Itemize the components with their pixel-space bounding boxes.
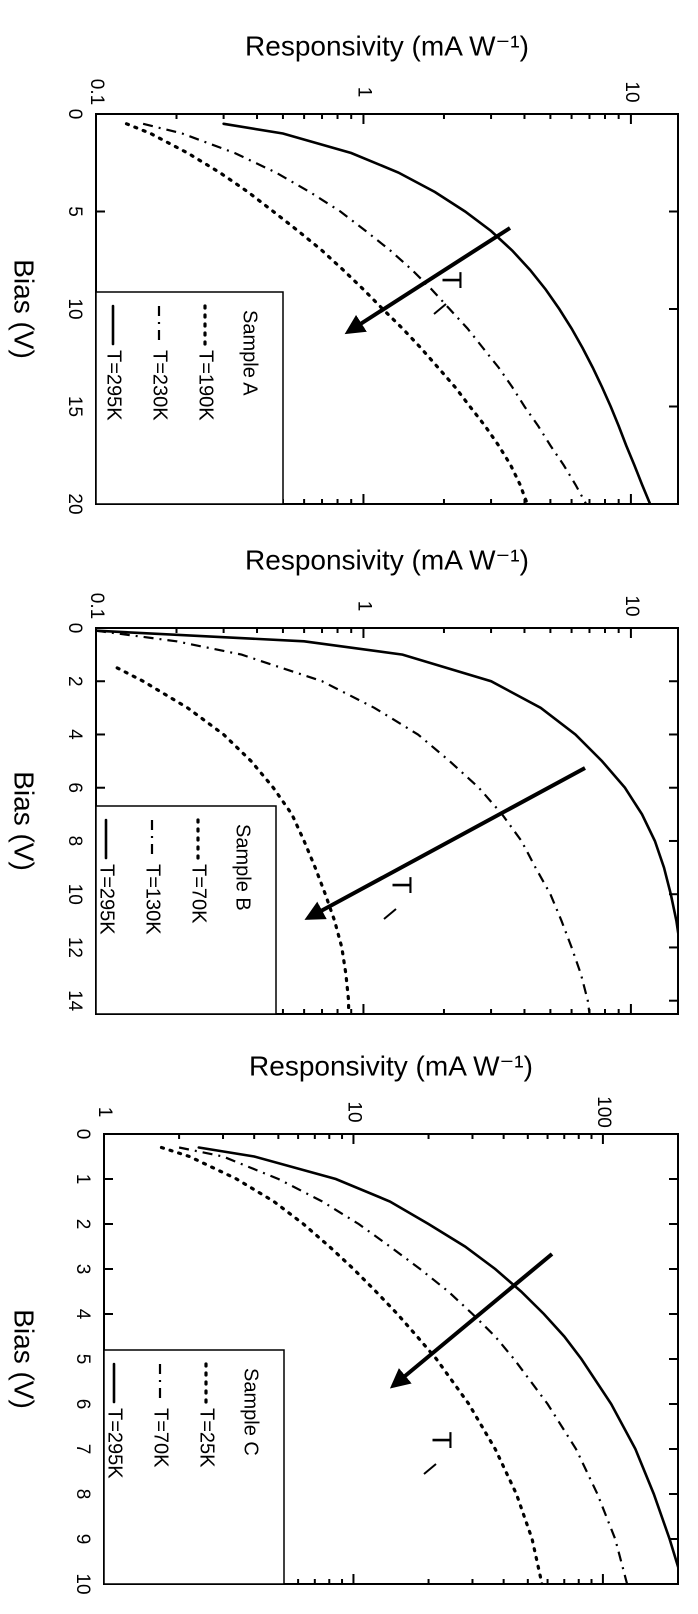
- legend-title: Sample A: [239, 310, 261, 396]
- legend-title: Sample B: [232, 824, 254, 911]
- series-line-t-295k: [197, 1146, 678, 1572]
- responsivity-tick-label: 1: [353, 601, 374, 612]
- bias-tick-label: 15: [64, 396, 85, 417]
- series-line-t-295k: [96, 629, 678, 941]
- legend-entry: T=25K: [196, 1408, 218, 1468]
- legend-box: [103, 1349, 285, 1585]
- legend-entry: T=295K: [104, 1408, 126, 1479]
- responsivity-tick-label: 10: [621, 595, 642, 616]
- bias-tick-label: 20: [64, 493, 85, 514]
- temperature-decrease-mark: [423, 1463, 437, 1475]
- bias-tick-label: 8: [72, 1489, 93, 1500]
- bias-tick-label: 5: [72, 1354, 93, 1365]
- bias-tick-label: 0: [64, 109, 85, 120]
- bias-tick-label: 7: [72, 1444, 93, 1455]
- temperature-label: T: [387, 876, 418, 893]
- bias-tick-label: 14: [64, 990, 85, 1012]
- legend-title: Sample C: [240, 1368, 262, 1456]
- legend-entry: T=230K: [149, 350, 171, 421]
- bias-tick-label: 1: [72, 1174, 93, 1185]
- legend-entry: T=70K: [188, 864, 210, 924]
- chart-panel-2: 0 2 4 6 8 10 12 14 0.1 1 10 Responsivity (mA W⁻¹) Bi…: [9, 544, 679, 1015]
- bias-tick-label: 0: [72, 1129, 93, 1140]
- bias-tick-label: 6: [72, 1399, 93, 1410]
- temperature-arrow: [304, 766, 586, 920]
- bias-tick-label: 2: [72, 1219, 93, 1230]
- bias-axis-title: Bias (V): [9, 1309, 40, 1409]
- bias-axis-title: Bias (V): [9, 259, 40, 359]
- chart-panel-1: 0 5 10 15 20 0.1 1 10 Responsivity (mA W⁻¹) Bias …: [9, 30, 679, 515]
- responsivity-axis-title: Responsivity (mA W⁻¹): [249, 1050, 533, 1081]
- temperature-decrease-mark: [383, 908, 397, 920]
- series-line-t-295k: [222, 122, 652, 504]
- responsivity-tick-label: 100: [593, 1096, 614, 1128]
- responsivity-axis-title: Responsivity (mA W⁻¹): [245, 544, 529, 575]
- temperature-decrease-mark: [433, 303, 447, 315]
- legend-entry: T=190K: [195, 350, 217, 421]
- responsivity-tick-label: 0.1: [86, 593, 107, 619]
- temperature-label: T: [427, 1431, 458, 1448]
- bias-tick-label: 9: [72, 1534, 93, 1545]
- legend-entry: T=295K: [96, 864, 118, 935]
- bias-tick-label: 12: [64, 937, 85, 958]
- temperature-arrow: [344, 226, 512, 335]
- legend-box: [95, 805, 277, 1015]
- bias-tick-label: 3: [72, 1264, 93, 1275]
- bias-axis-title: Bias (V): [9, 771, 40, 871]
- bias-tick-label: 8: [64, 836, 85, 847]
- bias-tick-label: 0: [64, 623, 85, 634]
- temperature-label: T: [437, 271, 468, 288]
- responsivity-axis-title: Responsivity (mA W⁻¹): [245, 30, 529, 61]
- legend-entry: T=130K: [142, 864, 164, 935]
- responsivity-tick-label: 10: [343, 1101, 364, 1122]
- responsivity-tick-label: 1: [353, 87, 374, 98]
- bias-tick-label: 6: [64, 782, 85, 793]
- series-line-t-70k: [115, 666, 351, 1014]
- bias-tick-label: 5: [64, 206, 85, 217]
- bias-tick-label: 2: [64, 676, 85, 687]
- responsivity-tick-label: 1: [94, 1107, 115, 1118]
- temperature-arrow: [389, 1252, 554, 1389]
- legend-entry: T=295K: [103, 350, 125, 421]
- series-line-t-70k: [178, 1146, 629, 1584]
- bias-tick-label: 10: [72, 1573, 93, 1594]
- responsivity-tick-label: 0.1: [86, 79, 107, 105]
- series-line-t-230k: [142, 122, 588, 504]
- series-line-t-25k: [159, 1145, 544, 1584]
- bias-tick-label: 10: [64, 884, 85, 905]
- legend-box: [95, 291, 284, 505]
- bias-tick-label: 10: [64, 298, 85, 319]
- bias-tick-label: 4: [64, 729, 85, 740]
- legend-entry: T=70K: [150, 1408, 172, 1468]
- responsivity-tick-label: 10: [621, 81, 642, 102]
- bias-tick-label: 4: [72, 1309, 93, 1320]
